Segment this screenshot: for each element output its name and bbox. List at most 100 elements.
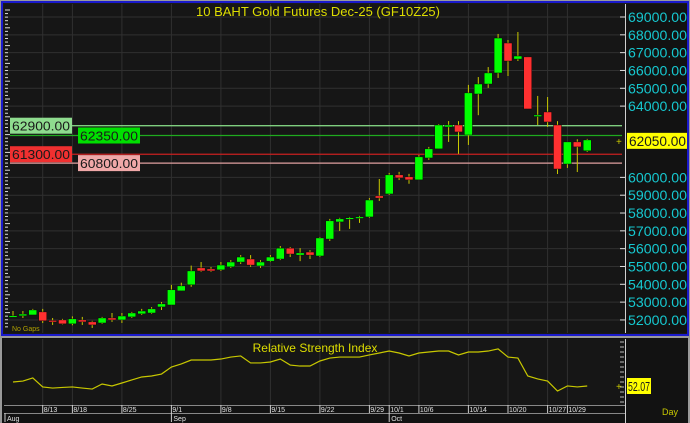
- candle-up: [157, 303, 166, 308]
- last-price-label-bg: [627, 132, 687, 149]
- x-tick-label: 9/29: [370, 407, 384, 414]
- candle-up: [97, 317, 107, 324]
- y-tick-label: 66000.00: [628, 62, 687, 78]
- candle-down: [286, 247, 295, 255]
- candle-down: [58, 319, 67, 325]
- candle-up: [335, 218, 344, 223]
- candle-up: [127, 312, 137, 318]
- last-price-marker-icon: +: [616, 137, 622, 148]
- candle-down: [305, 251, 315, 256]
- x-tick-label: 10/20: [509, 407, 527, 414]
- candle-up: [117, 315, 127, 321]
- candle-up: [186, 270, 196, 286]
- candle-up: [583, 139, 592, 152]
- no-gaps-note: No Gaps: [12, 326, 40, 333]
- x-tick-label: 9/22: [321, 407, 335, 414]
- candle-up: [434, 124, 443, 150]
- candle-up: [424, 148, 433, 159]
- x-tick-label: 8/13: [44, 407, 58, 414]
- last-price-label: 62050.00: [629, 133, 686, 149]
- x-tick-label: 10/1: [390, 407, 404, 414]
- level-price-label: 60800.00: [80, 156, 138, 171]
- candle-up: [137, 310, 146, 315]
- x-tick-label: 10/29: [568, 407, 586, 414]
- candle-up: [513, 55, 523, 60]
- candle-up: [365, 199, 374, 218]
- candle-down: [394, 174, 404, 179]
- rsi-last-label-bg: [627, 378, 651, 394]
- candle-up: [533, 114, 542, 117]
- x-tick-label: 8/18: [73, 407, 87, 414]
- x-tick-label: 10/14: [469, 407, 487, 414]
- candle-up: [474, 83, 483, 95]
- x-tick-label: 10/6: [420, 407, 434, 414]
- y-tick-label: 67000.00: [628, 45, 687, 61]
- candle-up: [147, 308, 156, 314]
- candle-down: [196, 267, 206, 272]
- candle-down: [206, 268, 216, 272]
- candle-up: [493, 37, 503, 74]
- level-price-label: 62900.00: [12, 119, 70, 134]
- candle-up: [28, 309, 37, 316]
- y-tick-label: 65000.00: [628, 80, 687, 96]
- candle-up: [266, 256, 275, 262]
- level-price-label-bg: [78, 127, 140, 144]
- rsi-title: Relative Strength Index: [253, 341, 378, 355]
- chart-title: 10 BAHT Gold Futures Dec-25 (GF10Z25): [196, 4, 440, 19]
- y-tick-label: 57000.00: [628, 223, 687, 239]
- candle-down: [87, 321, 97, 326]
- rsi-plot-area[interactable]: [4, 339, 625, 405]
- x-tick-label: 9/1: [172, 407, 182, 414]
- candle-down: [553, 124, 562, 170]
- candle-down: [573, 141, 582, 148]
- candle-up: [216, 264, 226, 271]
- month-label: Aug: [7, 416, 20, 423]
- rsi-last-label: 52.07: [628, 379, 650, 394]
- level-price-label-bg: [78, 155, 140, 172]
- candle-down: [454, 124, 463, 133]
- x-tick-label: 9/15: [271, 407, 285, 414]
- month-label: Oct: [391, 416, 402, 423]
- candle-up: [484, 72, 493, 85]
- candle-up: [325, 220, 334, 240]
- candle-down: [523, 56, 532, 110]
- candle-up: [256, 261, 265, 267]
- y-tick-label: 60000.00: [628, 169, 687, 185]
- candle-up: [315, 237, 325, 257]
- candle-up: [236, 256, 245, 263]
- y-tick-label: 55000.00: [628, 258, 687, 274]
- x-tick-label: 9/8: [222, 407, 232, 414]
- candle-down: [38, 311, 47, 322]
- y-tick-label: 59000.00: [628, 187, 687, 203]
- periodicity-label[interactable]: Day: [662, 407, 679, 417]
- candle-up: [385, 174, 394, 195]
- x-tick-label: 8/25: [123, 407, 137, 414]
- candle-down: [404, 176, 414, 181]
- candle-down: [78, 319, 87, 323]
- candle-down: [503, 42, 513, 62]
- y-tick-label: 69000.00: [628, 9, 687, 25]
- candle-up: [177, 285, 186, 292]
- price-axis[interactable]: [626, 4, 687, 333]
- candle-up: [355, 216, 364, 219]
- candle-up: [167, 289, 176, 306]
- candle-up: [226, 261, 236, 268]
- y-tick-label: 68000.00: [628, 27, 687, 43]
- y-tick-label: 53000.00: [628, 294, 687, 310]
- candle-up: [414, 156, 424, 181]
- level-price-label: 61300.00: [12, 147, 70, 162]
- candle-down: [543, 111, 552, 123]
- level-price-label-bg: [10, 117, 72, 134]
- y-tick-label: 54000.00: [628, 276, 687, 292]
- level-price-label: 62350.00: [80, 129, 138, 144]
- candle-down: [48, 320, 57, 323]
- candle-up: [464, 92, 473, 136]
- candle-up: [18, 313, 28, 317]
- candle-up: [276, 247, 285, 260]
- y-tick-label: 52000.00: [628, 312, 687, 328]
- candle-up: [8, 315, 18, 318]
- candle-up: [295, 252, 305, 256]
- candle-down: [246, 258, 255, 266]
